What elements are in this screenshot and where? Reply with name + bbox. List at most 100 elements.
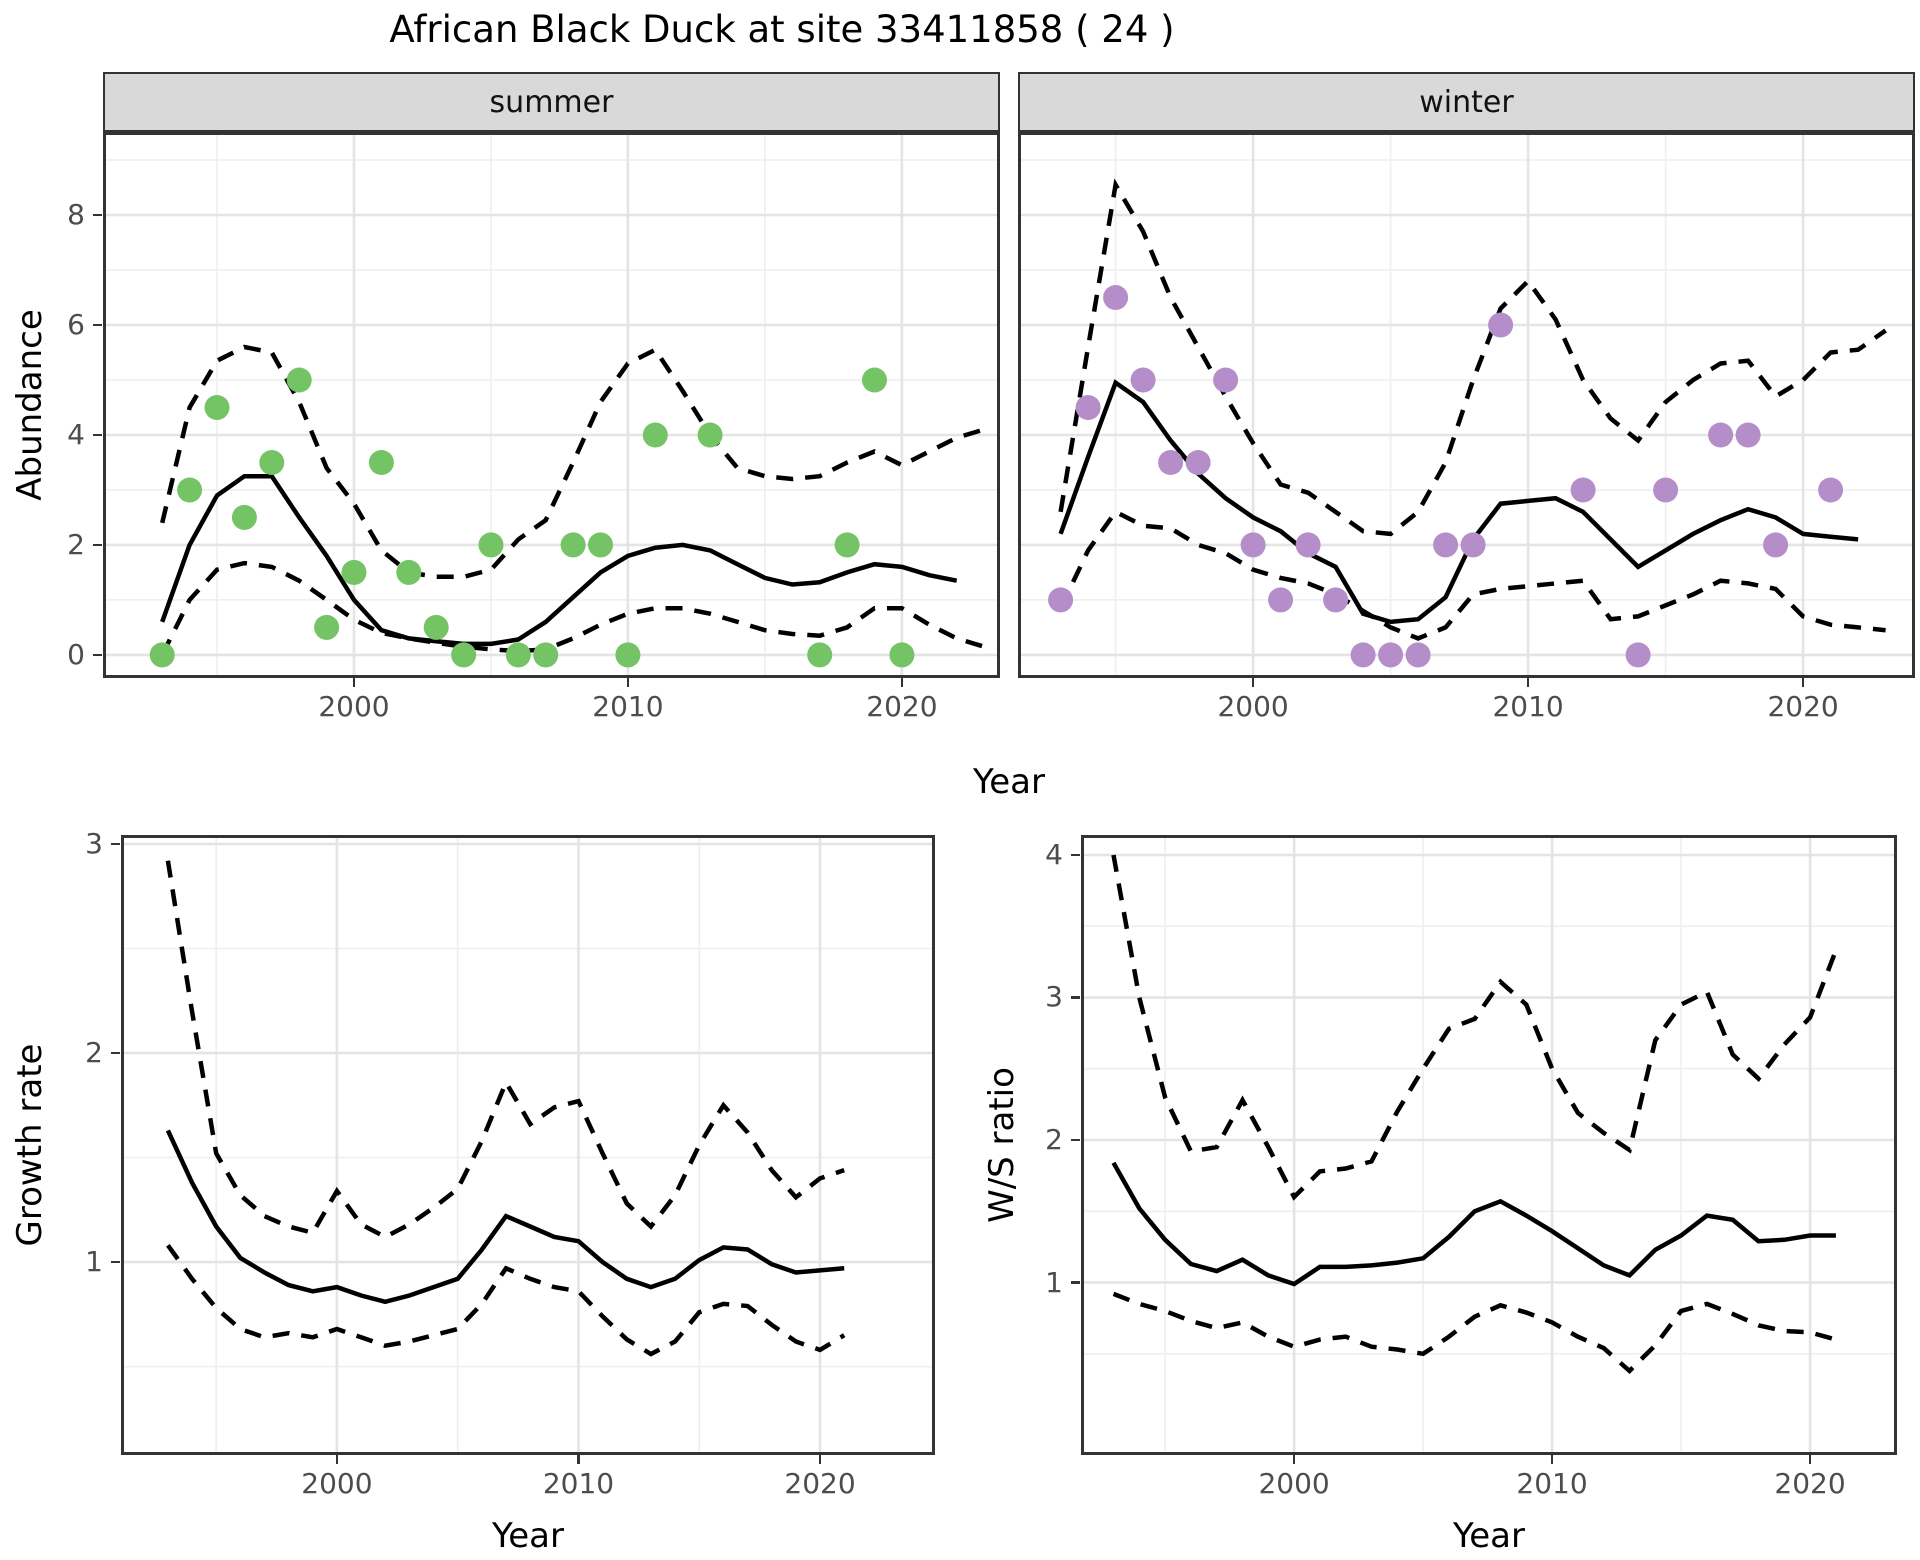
facet-strip-winter: winter [1018,72,1915,132]
x-tick-label: 2020 [866,690,938,723]
data-point [1433,532,1459,558]
x-tick-label: 2020 [784,1467,856,1500]
y-tick-label: 1 [85,1245,103,1279]
facet-strip-winter-label: winter [1419,84,1514,120]
panel-background [1081,835,1897,1455]
data-point [1185,450,1211,475]
x-tick-label: 2010 [1492,690,1564,723]
upper-ci-line [1111,854,1838,1201]
y-tick-label: 2 [67,527,85,561]
y-tick-mark [1071,1281,1080,1284]
y-tick-mark [93,213,102,217]
chart-panel-winter [1018,132,1915,678]
x-axis-title-year-bottom-left: Year [492,1516,564,1556]
data-point [1295,532,1321,558]
data-point [862,367,887,393]
y-tick-mark [1071,1138,1080,1142]
lower-ci-line [160,560,985,656]
x-axis-title-year-top: Year [973,762,1045,802]
data-point [1708,422,1734,448]
x-tick-mark [1801,678,1805,687]
data-point [1625,642,1651,668]
data-point [889,642,915,668]
data-point [1158,450,1184,475]
data-point [615,642,641,668]
y-tick-mark [93,323,102,327]
panel-border [121,835,935,1455]
data-point [560,532,586,558]
upper-ci-line [160,344,985,580]
data-point [396,559,422,585]
y-tick-label: 1 [1045,1265,1063,1299]
data-point [1653,477,1679,503]
data-point [1350,642,1376,668]
data-point [1460,532,1486,558]
y-tick-label: 2 [1045,1123,1063,1156]
x-tick-mark [352,678,356,687]
chart-panel-growth-rate [121,835,935,1455]
y-tick-mark [111,1051,120,1055]
data-point [533,642,559,668]
x-tick-mark [1251,678,1255,687]
data-point [588,532,613,558]
y-tick-mark [1071,853,1080,857]
y-tick-label: 4 [1045,837,1063,871]
x-tick-mark [818,1455,822,1464]
y-tick-label: 8 [67,198,85,232]
data-point [204,395,230,420]
data-point [1048,587,1074,613]
chart-panel-summer [103,132,1000,678]
lower-ci-line [166,1243,846,1357]
x-tick-mark [1292,1455,1296,1464]
y-tick-mark [93,543,102,547]
x-tick-label: 2020 [1774,1467,1846,1500]
data-point [807,642,833,668]
x-tick-mark [1550,1455,1554,1464]
data-point [1103,285,1129,310]
data-point [1818,477,1844,503]
data-point [314,614,340,640]
y-axis-title-growth-rate: Growth rate [10,1043,50,1247]
data-point [259,450,285,475]
mean-line [165,1129,845,1305]
y-tick-mark [1071,996,1080,999]
x-tick-label: 2000 [318,690,390,723]
y-tick-mark [111,842,120,846]
x-tick-label: 2020 [1767,690,1839,723]
mean-line [160,473,958,647]
panel-background [1018,132,1915,678]
x-tick-mark [335,1455,339,1464]
x-tick-label: 2000 [1258,1467,1330,1500]
data-point [478,532,504,558]
y-tick-label: 2 [85,1036,103,1070]
data-point [1240,532,1266,558]
y-tick-label: 6 [67,307,85,341]
facet-strip-summer: summer [103,72,1000,132]
data-point [697,422,723,448]
panel-border [103,132,1000,678]
y-tick-mark [111,1260,120,1264]
data-point [231,504,257,530]
data-point [1763,532,1789,558]
data-point [834,532,860,558]
data-point [1323,587,1349,613]
data-point [1268,587,1294,613]
data-point [149,642,175,668]
y-tick-label: 3 [85,826,103,860]
y-tick-mark [93,433,102,437]
x-tick-mark [626,678,630,687]
data-point [368,450,394,475]
y-tick-label: 0 [67,637,85,671]
x-tick-label: 2000 [301,1467,373,1500]
y-tick-mark [93,653,102,657]
x-tick-label: 2010 [1516,1467,1588,1500]
data-point [423,614,449,640]
x-tick-mark [577,1455,580,1464]
data-point [1570,477,1596,503]
data-point [505,642,531,668]
data-point [341,559,367,585]
mean-line [1111,1161,1836,1287]
data-point [1075,395,1101,420]
x-tick-label: 2010 [592,690,664,723]
